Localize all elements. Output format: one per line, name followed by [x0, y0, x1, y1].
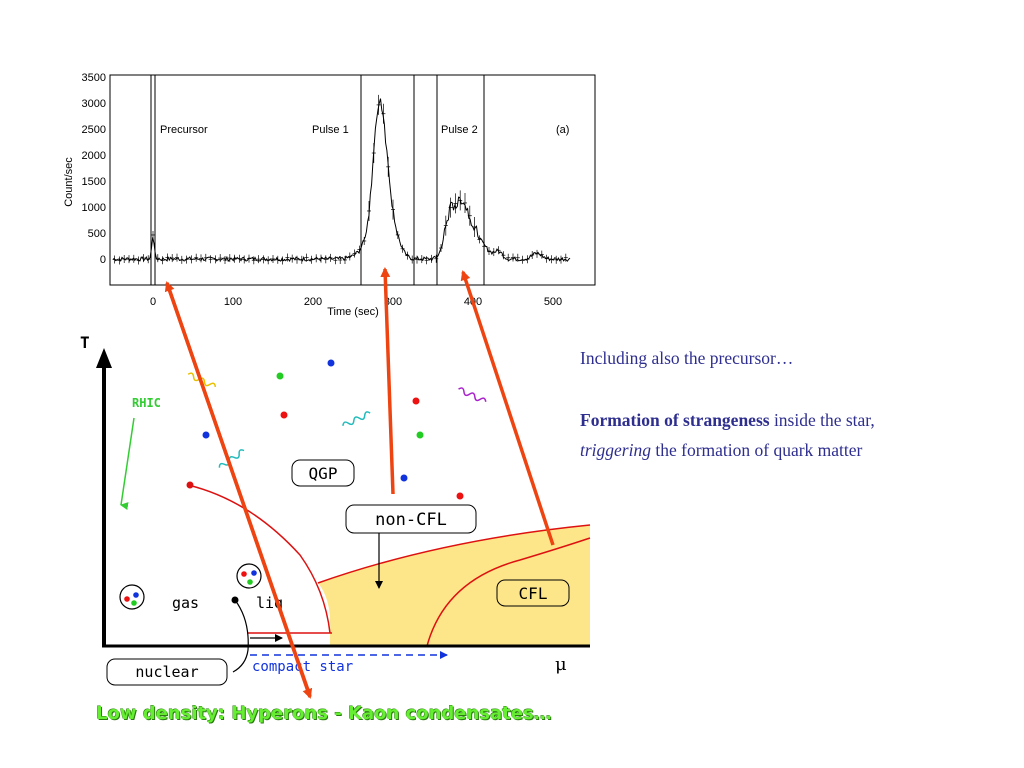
triggering-note: triggering the formation of quark matter	[580, 438, 862, 462]
strangeness-rest: inside the star,	[769, 410, 875, 430]
quark-dot	[456, 492, 464, 500]
quark-dot	[280, 411, 288, 419]
non-cfl-box	[345, 504, 477, 534]
nuclear-box	[106, 658, 228, 686]
gluon-icon	[187, 372, 217, 388]
y-tick-3500: 3500	[82, 72, 106, 84]
y-tick-0: 0	[100, 254, 106, 266]
non-cfl-label: non-CFL	[375, 510, 447, 530]
x-tick-200: 200	[304, 296, 322, 308]
y-tick-3000: 3000	[82, 98, 106, 110]
upper-boundary	[317, 524, 591, 584]
critical-point	[186, 481, 194, 489]
cfl-boundary	[426, 537, 591, 647]
pulse1-label: Pulse 1	[312, 124, 349, 136]
light-curve-error-bars	[112, 94, 568, 265]
rhic-label: RHIC	[132, 396, 161, 410]
qgp-label: QGP	[309, 464, 338, 483]
y-tick-2500: 2500	[82, 124, 106, 136]
gas-label: gas	[172, 594, 199, 612]
y-axis-label: Count/sec	[63, 157, 75, 207]
triggering-rest: the formation of quark matter	[650, 440, 863, 460]
low-density-link-arrow	[165, 282, 313, 699]
quark-dot	[276, 372, 284, 380]
nuclear-label: nuclear	[135, 663, 198, 681]
color-superconducting-region	[318, 525, 590, 646]
x-tick-0: 0	[150, 296, 156, 308]
x-tick-100: 100	[224, 296, 242, 308]
t-axis-label: T	[80, 333, 90, 352]
quark-dot	[416, 431, 424, 439]
y-tick-1500: 1500	[82, 176, 106, 188]
cfl-label: CFL	[519, 584, 548, 603]
quark-dot	[327, 359, 335, 367]
pulse2-label: Pulse 2	[441, 124, 478, 136]
hadron-boundary	[187, 484, 331, 634]
pulse1-link-arrow	[380, 267, 395, 495]
triggering-italic: triggering	[580, 440, 651, 460]
y-tick-500: 500	[88, 228, 106, 240]
phase-diagram: T μ RHIC QGP non-CFL CFL gas	[80, 333, 591, 686]
y-tick-2000: 2000	[82, 150, 106, 162]
gluon-icon	[218, 449, 245, 468]
light-curve: Count/sec 3500 3000 2500 2000 1500 1000 …	[63, 72, 596, 318]
cfl-box	[496, 579, 570, 607]
low-density-caption: Low density: Hyperons - Kaon condensates…	[96, 703, 552, 724]
precursor-label: Precursor	[160, 124, 208, 136]
quark-dot	[412, 397, 420, 405]
x-axis-label: Time (sec)	[327, 306, 379, 318]
gluon-icon	[458, 387, 487, 402]
compact-star-label: compact star	[252, 659, 353, 675]
nucleon-icon	[236, 563, 262, 589]
x-tick-500: 500	[544, 296, 562, 308]
nuclear-pointer	[232, 599, 249, 673]
light-curve-frame	[109, 74, 596, 286]
qgp-box	[291, 459, 355, 487]
mu-axis-label: μ	[555, 654, 567, 675]
panel-label: (a)	[556, 124, 569, 136]
t-axis-arrowhead	[96, 348, 112, 368]
gluon-icon	[342, 411, 371, 426]
y-tick-1000: 1000	[82, 202, 106, 214]
x-tick-300: 300	[384, 296, 402, 308]
rhic-arrow	[120, 417, 135, 510]
precursor-note: Including also the precursor…	[580, 348, 794, 368]
strangeness-bold: Formation of strangeness	[580, 410, 770, 430]
strangeness-note: Formation of strangeness inside the star…	[580, 408, 875, 432]
nucleon-icon	[119, 584, 145, 610]
pulse2-link-arrow	[460, 270, 555, 546]
quark-dot	[400, 474, 408, 482]
quark-dot	[202, 431, 210, 439]
link-arrows	[164, 267, 555, 699]
